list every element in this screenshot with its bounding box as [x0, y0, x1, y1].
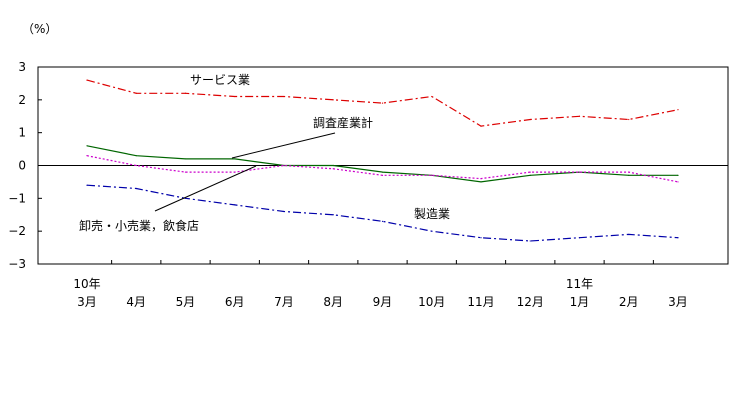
series-layer: [86, 79, 679, 242]
x-tick-label: 1月: [570, 295, 590, 309]
y-tick-label: −3: [8, 257, 26, 271]
data-point: [480, 237, 482, 239]
data-point: [480, 178, 482, 180]
x-tick-label: 8月: [323, 295, 343, 309]
data-point: [86, 155, 88, 157]
series-label-service: サービス業: [190, 73, 250, 87]
x-axis: 3月 4月 5月 6月 7月 8月 9月 10月 11月 12月 1月 2月 3月 10年 11年: [73, 260, 688, 309]
data-point: [135, 92, 137, 94]
x-tick-label: 4月: [126, 295, 146, 309]
data-point: [86, 184, 88, 186]
data-point: [431, 230, 433, 232]
x-tick-label: 7月: [274, 295, 294, 309]
x-year-label: 11年: [566, 277, 593, 291]
data-point: [480, 125, 482, 127]
leader-line-wholesale-retail: [154, 165, 257, 212]
data-point: [628, 233, 630, 236]
annotations: サービス業 調査産業計 製造業 卸売・小売業，飲食店: [79, 73, 450, 233]
series-label-wholesale-retail: 卸売・小売業，飲食店: [79, 218, 199, 233]
data-point: [381, 171, 384, 173]
data-point: [628, 118, 630, 121]
series-line-1: [86, 145, 678, 183]
data-point: [234, 171, 236, 173]
data-point: [332, 168, 334, 170]
x-tick-label: 10月: [418, 295, 445, 309]
x-tick-label: 11月: [467, 295, 494, 309]
series-label-all-industries: 調査産業計: [313, 115, 373, 130]
x-tick-label: 5月: [176, 295, 196, 309]
data-point: [677, 237, 679, 239]
data-point: [86, 79, 88, 81]
data-point: [628, 174, 630, 176]
data-point: [628, 171, 630, 173]
data-point: [184, 158, 187, 160]
data-point: [529, 171, 531, 173]
data-point: [184, 92, 187, 94]
data-point: [578, 115, 581, 117]
x-year-label: 10年: [73, 277, 100, 291]
data-point: [578, 237, 581, 239]
data-point: [677, 181, 679, 183]
data-point: [234, 158, 236, 160]
data-point: [234, 95, 236, 98]
data-point: [677, 174, 679, 176]
data-point: [529, 118, 531, 121]
x-tick-label: 6月: [225, 295, 245, 309]
data-point: [529, 240, 531, 242]
data-point: [135, 155, 137, 157]
leader-line-all-industries: [231, 132, 336, 159]
data-point: [184, 171, 187, 173]
x-tick-label: 9月: [373, 295, 393, 309]
data-point: [480, 181, 482, 183]
y-tick-label: 0: [18, 159, 26, 173]
y-axis: 3 2 1 0 −1 −2 −3: [8, 60, 42, 271]
data-point: [234, 204, 236, 206]
series-label-manufacturing: 製造業: [414, 207, 450, 221]
data-point: [283, 95, 285, 98]
x-tick-label: 3月: [77, 295, 97, 309]
x-tick-label: 3月: [668, 295, 688, 309]
data-point: [86, 145, 88, 147]
y-tick-label: 2: [18, 93, 26, 107]
data-point: [677, 109, 679, 111]
data-point: [332, 164, 334, 167]
data-point: [332, 99, 334, 101]
data-point: [381, 102, 384, 104]
data-point: [381, 174, 384, 176]
data-point: [283, 210, 285, 213]
data-point: [332, 214, 334, 216]
data-point: [578, 171, 581, 173]
y-tick-label: 3: [18, 60, 26, 74]
y-tick-label: −2: [8, 224, 26, 238]
unit-label: （%）: [22, 22, 57, 36]
data-point: [381, 220, 384, 222]
y-tick-label: −1: [8, 191, 26, 205]
data-point: [431, 174, 433, 176]
data-point: [283, 164, 285, 167]
series-line-2: [86, 155, 679, 183]
data-point: [529, 174, 531, 176]
data-point: [431, 95, 433, 98]
data-point: [135, 187, 137, 190]
y-tick-label: 1: [18, 126, 26, 140]
x-tick-label: 12月: [517, 295, 544, 309]
x-tick-label: 2月: [619, 295, 639, 309]
data-point: [135, 164, 137, 167]
